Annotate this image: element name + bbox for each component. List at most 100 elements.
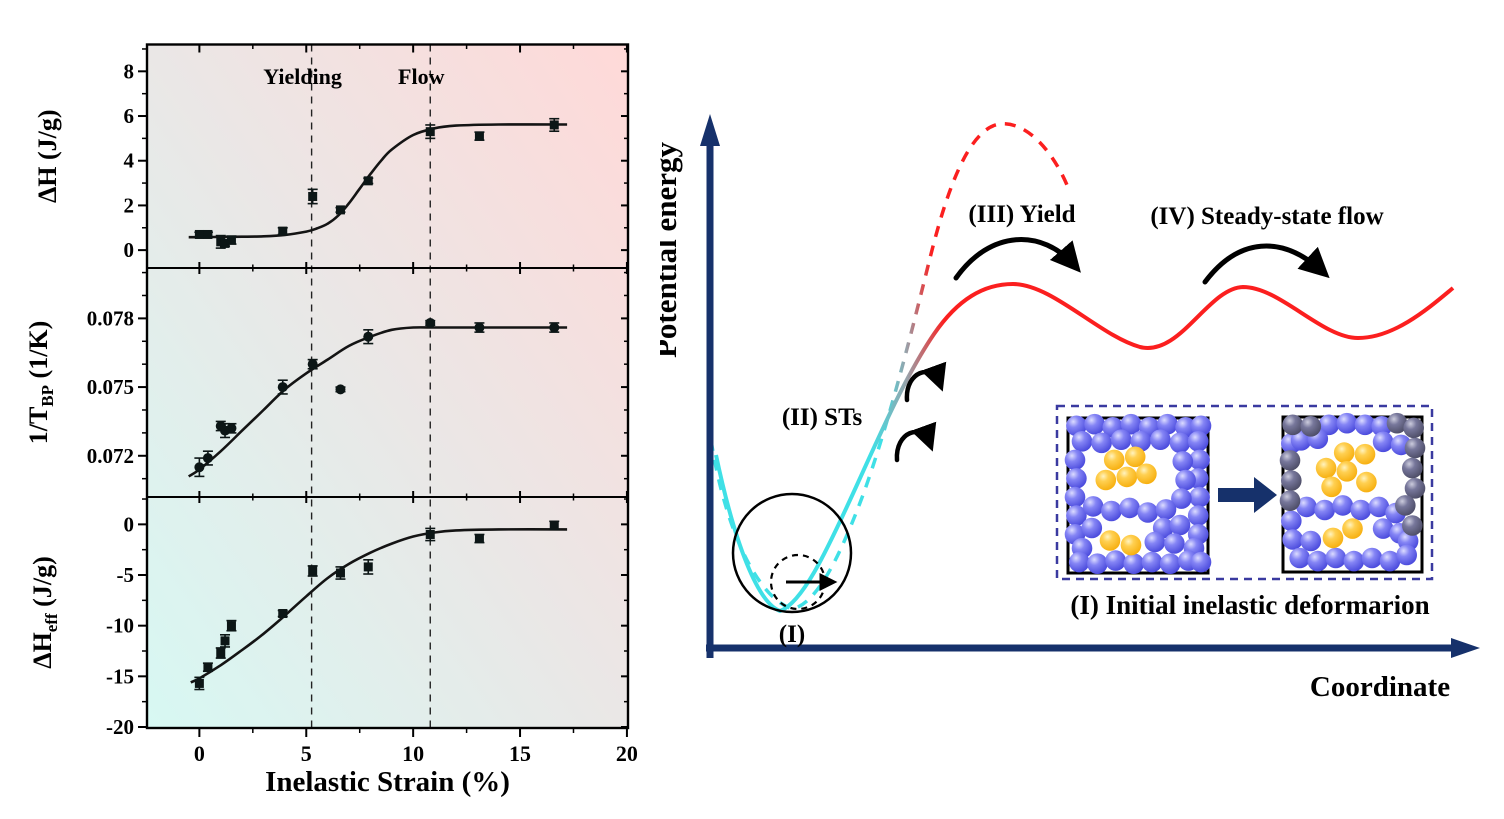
dark-particle bbox=[1395, 495, 1416, 516]
strain-panels-chart: Yielding Flow 0 2 4 6 8 ΔH (J/g) 0.072 0.075 0.078… bbox=[24, 43, 638, 798]
x-tick-label: 20 bbox=[616, 741, 638, 766]
blue-particle bbox=[1164, 533, 1185, 554]
data-point bbox=[425, 317, 436, 328]
data-point bbox=[425, 529, 435, 539]
y-tick-label: -15 bbox=[106, 664, 134, 688]
y-axis-title: ΔHeff (J/g) bbox=[28, 556, 61, 668]
inset-caption: (I) Initial inelastic deformarion bbox=[1070, 590, 1429, 620]
original-landscape-curve-dashed bbox=[709, 122, 1069, 611]
blue-particle bbox=[1171, 488, 1192, 509]
x-axis-title: Inelastic Strain (%) bbox=[265, 766, 510, 798]
st-hop-arrow-lower bbox=[894, 421, 937, 463]
dark-particle bbox=[1402, 457, 1423, 479]
inset-transition-arrow bbox=[1218, 477, 1277, 513]
dark-particle bbox=[1402, 515, 1423, 536]
dark-particle bbox=[1281, 470, 1302, 491]
yellow-particle bbox=[1120, 534, 1142, 556]
blue-particle bbox=[1120, 413, 1142, 435]
blue-particle bbox=[1190, 415, 1212, 437]
blue-particle bbox=[1371, 416, 1392, 437]
y-tick-label: -10 bbox=[106, 614, 134, 638]
blue-particle bbox=[1130, 431, 1152, 452]
blue-particle bbox=[1066, 468, 1087, 489]
blue-particle bbox=[1066, 505, 1087, 526]
yellow-particle bbox=[1321, 476, 1342, 498]
blue-particle bbox=[1396, 544, 1417, 566]
blue-particle bbox=[1150, 429, 1171, 451]
blue-particle bbox=[1332, 495, 1354, 516]
blue-particle bbox=[1066, 415, 1087, 437]
yellow-particle bbox=[1099, 530, 1121, 551]
y-tick-label: 0 bbox=[124, 238, 135, 262]
blue-particle bbox=[1119, 497, 1140, 519]
regime-label-0: Yielding bbox=[263, 64, 342, 89]
blue-particle bbox=[1068, 551, 1090, 573]
data-point bbox=[220, 636, 230, 646]
yellow-particle bbox=[1095, 469, 1117, 491]
blue-particle bbox=[1350, 499, 1372, 521]
dark-particle bbox=[1403, 417, 1424, 439]
y-tick-label: 4 bbox=[124, 149, 135, 173]
plot-frame bbox=[145, 43, 630, 730]
yellow-particle bbox=[1356, 471, 1377, 493]
blue-particle bbox=[1081, 517, 1103, 539]
data-point bbox=[226, 423, 237, 434]
blue-particle bbox=[1379, 550, 1401, 572]
data-point bbox=[335, 205, 345, 215]
coordinate-axis-label: Coordinate bbox=[1310, 671, 1450, 703]
data-point bbox=[307, 359, 318, 370]
dark-particle bbox=[1404, 437, 1426, 459]
data-point bbox=[216, 648, 226, 658]
yield-hop-arrow bbox=[953, 237, 1081, 281]
x-axis-arrowhead bbox=[1451, 638, 1480, 658]
data-point bbox=[335, 568, 345, 578]
data-point bbox=[226, 621, 236, 631]
data-point bbox=[549, 322, 560, 333]
data-point bbox=[203, 229, 213, 239]
y-tick-label: -20 bbox=[106, 715, 134, 739]
plot-background bbox=[147, 44, 628, 728]
blue-particle bbox=[1281, 510, 1302, 532]
blue-particle bbox=[1343, 550, 1365, 572]
blue-particle bbox=[1289, 547, 1310, 569]
x-tick-label: 5 bbox=[301, 741, 312, 766]
blue-particle bbox=[1187, 431, 1209, 452]
blue-particle bbox=[1155, 499, 1177, 520]
data-point bbox=[277, 382, 288, 393]
dark-particle bbox=[1386, 412, 1408, 434]
y-axis-title: 1/TBP (1/K) bbox=[24, 321, 57, 445]
data-point bbox=[308, 191, 318, 201]
blue-particle bbox=[1325, 547, 1347, 569]
blue-particle bbox=[1144, 531, 1166, 553]
panel-2: 0 -5 -10 -15 -20 ΔHeff (J/g) bbox=[28, 498, 628, 739]
data-point bbox=[203, 662, 213, 672]
data-point bbox=[474, 322, 485, 333]
data-point bbox=[202, 453, 213, 464]
panel-0: 0 2 4 6 8 ΔH (J/g) bbox=[33, 48, 628, 262]
blue-particle bbox=[1172, 451, 1194, 472]
blue-particle bbox=[1123, 553, 1145, 574]
blue-particle bbox=[1354, 414, 1376, 436]
data-point bbox=[278, 609, 288, 619]
dark-particle bbox=[1279, 490, 1301, 512]
y-axis-title: ΔH (J/g) bbox=[33, 109, 62, 203]
data-point bbox=[220, 238, 230, 248]
yellow-particle bbox=[1103, 449, 1125, 471]
dark-particle bbox=[1282, 414, 1303, 436]
flow-hop-arrow bbox=[1202, 243, 1330, 285]
data-point bbox=[278, 226, 288, 236]
blue-particle bbox=[1064, 449, 1086, 471]
panel-1: 0.072 0.075 0.078 1/TBP (1/K) bbox=[24, 271, 628, 480]
stage1-label: (I) bbox=[779, 621, 805, 648]
particles-before bbox=[1064, 413, 1212, 574]
x-tick-label: 15 bbox=[509, 741, 531, 766]
yellow-particle bbox=[1322, 527, 1344, 549]
yellow-particle bbox=[1336, 461, 1358, 482]
inset-dashed-border bbox=[1055, 404, 1434, 581]
potential-energy-axis-label: Potential energy bbox=[660, 141, 683, 358]
st-hop-arrow-upper bbox=[904, 361, 947, 403]
y-tick-label: 0.075 bbox=[87, 375, 134, 399]
y-tick-label: -5 bbox=[117, 563, 135, 587]
y-tick-label: 0 bbox=[124, 512, 135, 536]
energy-landscape-diagram: Potential energy Coordinate (I) (II) STs… bbox=[660, 114, 1480, 703]
